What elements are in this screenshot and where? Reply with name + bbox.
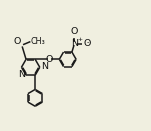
- Text: N: N: [71, 39, 78, 48]
- Text: O: O: [71, 27, 78, 36]
- Text: +: +: [77, 37, 82, 42]
- Text: O: O: [46, 55, 53, 64]
- Text: -: -: [87, 39, 90, 45]
- Text: O: O: [14, 37, 21, 46]
- Text: CH₃: CH₃: [31, 37, 46, 46]
- Text: O: O: [84, 39, 91, 48]
- Text: N: N: [41, 62, 48, 71]
- Text: N: N: [18, 70, 25, 79]
